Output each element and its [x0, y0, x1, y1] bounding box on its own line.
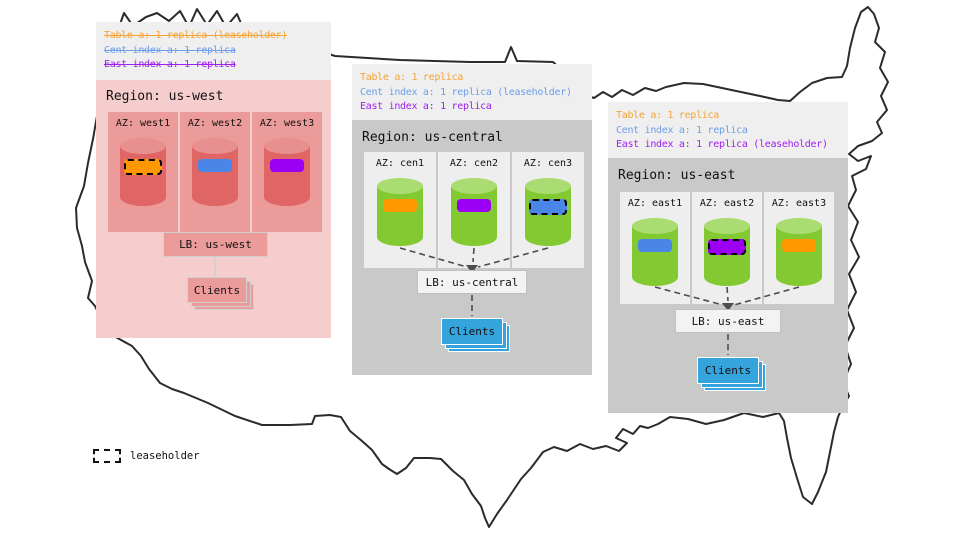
legend-label: leaseholder [130, 450, 200, 462]
az-box-cen3: AZ: cen3 [512, 152, 584, 268]
az-box-cen1: AZ: cen1 [364, 152, 436, 268]
replica-annotation: East index a: 1 replica [360, 101, 492, 112]
replica-pill-leaseholder [124, 159, 162, 175]
leaseholder-swatch-icon [93, 449, 121, 463]
az-box-west3: AZ: west3 [252, 112, 322, 232]
az-label: AZ: east1 [627, 198, 683, 209]
az-box-east3: AZ: east3 [764, 192, 834, 304]
clients-label: Clients [441, 318, 503, 345]
az-row-us-west: AZ: west1 AZ: west2 AZ: west3 [108, 112, 322, 232]
database-cylinder [632, 218, 678, 286]
replica-pill-leaseholder [529, 199, 567, 215]
database-cylinder [377, 178, 423, 246]
az-box-east2: AZ: east2 [692, 192, 762, 304]
cylinder-top [525, 178, 571, 194]
replica-annotation: East index a: 1 replica [104, 59, 236, 70]
az-box-west2: AZ: west2 [180, 112, 250, 232]
az-label: AZ: east2 [699, 198, 755, 209]
replica-pill-leaseholder [708, 239, 746, 255]
cylinder-body [525, 186, 571, 246]
cylinder-top [704, 218, 750, 234]
replica-pill [198, 159, 232, 172]
cylinder-top [632, 218, 678, 234]
clients-label: Clients [697, 357, 759, 384]
az-label: AZ: west1 [115, 118, 171, 129]
az-row-us-east: AZ: east1 AZ: east2 AZ: east3 [620, 192, 834, 304]
replica-pill [782, 239, 816, 252]
cylinder-body [776, 226, 822, 286]
database-cylinder [451, 178, 497, 246]
replica-pill [457, 199, 491, 212]
cylinder-top [192, 138, 238, 154]
cylinder-top [377, 178, 423, 194]
replica-annotation: East index a: 1 replica (leaseholder) [616, 139, 828, 150]
az-row-us-central: AZ: cen1 AZ: cen2 AZ: cen3 [364, 152, 584, 268]
replica-pill [383, 199, 417, 212]
region-title-us-east: Region: us-east [618, 168, 736, 183]
replica-pill [270, 159, 304, 172]
replica-pill [638, 239, 672, 252]
clients-box-us-central: Clients [441, 318, 510, 352]
az-label: AZ: cen3 [523, 158, 573, 169]
clients-label: Clients [187, 277, 247, 303]
az-box-west1: AZ: west1 [108, 112, 178, 232]
database-cylinder [192, 138, 238, 206]
clients-box-us-west: Clients [187, 277, 254, 310]
database-cylinder [120, 138, 166, 206]
database-cylinder [264, 138, 310, 206]
database-cylinder [525, 178, 571, 246]
az-label: AZ: west3 [259, 118, 315, 129]
cylinder-top [264, 138, 310, 154]
replica-annotation: Table a: 1 replica (leaseholder) [104, 30, 288, 41]
cylinder-body [632, 226, 678, 286]
cylinder-body [377, 186, 423, 246]
replica-annotation: Cent index a: 1 replica [616, 124, 748, 136]
database-cylinder [776, 218, 822, 286]
cylinder-body [264, 146, 310, 206]
cylinder-top [776, 218, 822, 234]
cylinder-body [192, 146, 238, 206]
region-title-us-central: Region: us-central [362, 130, 503, 145]
az-label: AZ: cen1 [375, 158, 425, 169]
replica-annotation: Table a: 1 replica [616, 110, 719, 121]
us-central-replica-annotations: Table a: 1 replica Cent index a: 1 repli… [352, 64, 592, 120]
az-label: AZ: east3 [771, 198, 827, 209]
cylinder-top [120, 138, 166, 154]
load-balancer-us-central: LB: us-central [417, 270, 527, 294]
az-box-cen2: AZ: cen2 [438, 152, 510, 268]
database-cylinder [704, 218, 750, 286]
us-east-replica-annotations: Table a: 1 replica Cent index a: 1 repli… [608, 102, 848, 158]
load-balancer-us-west: LB: us-west [163, 232, 268, 257]
cylinder-body [451, 186, 497, 246]
clients-box-us-east: Clients [697, 357, 766, 391]
legend: leaseholder [93, 449, 200, 463]
cylinder-top [451, 178, 497, 194]
az-box-east1: AZ: east1 [620, 192, 690, 304]
region-title-us-west: Region: us-west [106, 89, 224, 104]
replica-annotation: Cent index a: 1 replica [104, 44, 236, 56]
cylinder-body [704, 226, 750, 286]
az-label: AZ: cen2 [449, 158, 499, 169]
replica-annotation: Cent index a: 1 replica (leaseholder) [360, 86, 572, 98]
az-label: AZ: west2 [187, 118, 243, 129]
cylinder-body [120, 146, 166, 206]
load-balancer-us-east: LB: us-east [675, 309, 781, 333]
us-west-replica-annotations: Table a: 1 replica (leaseholder) Cent in… [96, 22, 331, 80]
replica-annotation: Table a: 1 replica [360, 72, 463, 83]
